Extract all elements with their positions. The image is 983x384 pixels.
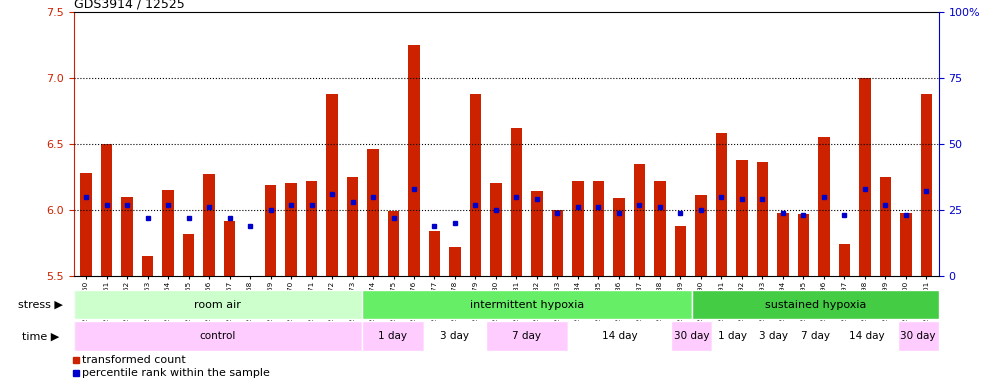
Text: transformed count: transformed count xyxy=(83,355,186,365)
Bar xyxy=(511,128,522,276)
Bar xyxy=(491,184,501,276)
Text: 30 day: 30 day xyxy=(900,331,936,341)
Bar xyxy=(264,185,276,276)
Bar xyxy=(671,321,713,351)
Bar xyxy=(74,290,362,319)
Text: percentile rank within the sample: percentile rank within the sample xyxy=(83,368,270,379)
Bar xyxy=(203,174,214,276)
Bar xyxy=(551,210,563,276)
Bar xyxy=(716,133,727,276)
Bar xyxy=(695,195,707,276)
Bar xyxy=(532,192,543,276)
Text: 14 day: 14 day xyxy=(602,331,637,341)
Bar xyxy=(655,181,665,276)
Text: stress ▶: stress ▶ xyxy=(19,300,63,310)
Bar xyxy=(900,213,911,276)
Bar xyxy=(692,290,939,319)
Bar xyxy=(572,181,584,276)
Bar xyxy=(224,220,235,276)
Bar xyxy=(424,321,486,351)
Bar xyxy=(162,190,174,276)
Text: 30 day: 30 day xyxy=(674,331,710,341)
Bar xyxy=(449,247,461,276)
Bar xyxy=(408,45,420,276)
Bar xyxy=(634,164,645,276)
Bar xyxy=(794,321,836,351)
Bar xyxy=(81,173,91,276)
Bar xyxy=(753,321,794,351)
Text: 7 day: 7 day xyxy=(512,331,542,341)
Bar xyxy=(593,181,605,276)
Bar xyxy=(568,321,671,351)
Bar xyxy=(347,177,358,276)
Text: GDS3914 / 12525: GDS3914 / 12525 xyxy=(74,0,185,10)
Bar xyxy=(838,244,850,276)
Bar xyxy=(368,149,378,276)
Bar xyxy=(142,256,153,276)
Text: sustained hypoxia: sustained hypoxia xyxy=(765,300,866,310)
Bar xyxy=(470,94,481,276)
Text: 1 day: 1 day xyxy=(719,331,747,341)
Bar xyxy=(757,162,768,276)
Text: 14 day: 14 day xyxy=(849,331,885,341)
Bar xyxy=(859,78,871,276)
Bar xyxy=(736,160,748,276)
Bar xyxy=(306,181,318,276)
Bar xyxy=(74,321,362,351)
Bar xyxy=(836,321,897,351)
Bar xyxy=(675,226,686,276)
Text: 7 day: 7 day xyxy=(801,331,830,341)
Bar xyxy=(818,137,830,276)
Text: 1 day: 1 day xyxy=(378,331,408,341)
Bar xyxy=(778,213,788,276)
Bar xyxy=(362,290,692,319)
Bar xyxy=(362,321,424,351)
Text: intermittent hypoxia: intermittent hypoxia xyxy=(470,300,584,310)
Text: 3 day: 3 day xyxy=(440,331,469,341)
Bar xyxy=(798,214,809,276)
Bar xyxy=(8,321,74,351)
Bar xyxy=(101,144,112,276)
Bar xyxy=(897,321,939,351)
Bar xyxy=(713,321,753,351)
Bar xyxy=(183,234,195,276)
Bar xyxy=(613,198,624,276)
Text: control: control xyxy=(200,331,236,341)
Bar xyxy=(388,211,399,276)
Bar xyxy=(121,197,133,276)
Text: time ▶: time ▶ xyxy=(23,331,59,341)
Text: room air: room air xyxy=(195,300,242,310)
Bar xyxy=(8,290,74,319)
Bar xyxy=(921,94,932,276)
Bar xyxy=(326,94,337,276)
Bar xyxy=(880,177,892,276)
Text: 3 day: 3 day xyxy=(760,331,788,341)
Bar xyxy=(429,231,440,276)
Bar xyxy=(486,321,568,351)
Bar xyxy=(285,184,297,276)
